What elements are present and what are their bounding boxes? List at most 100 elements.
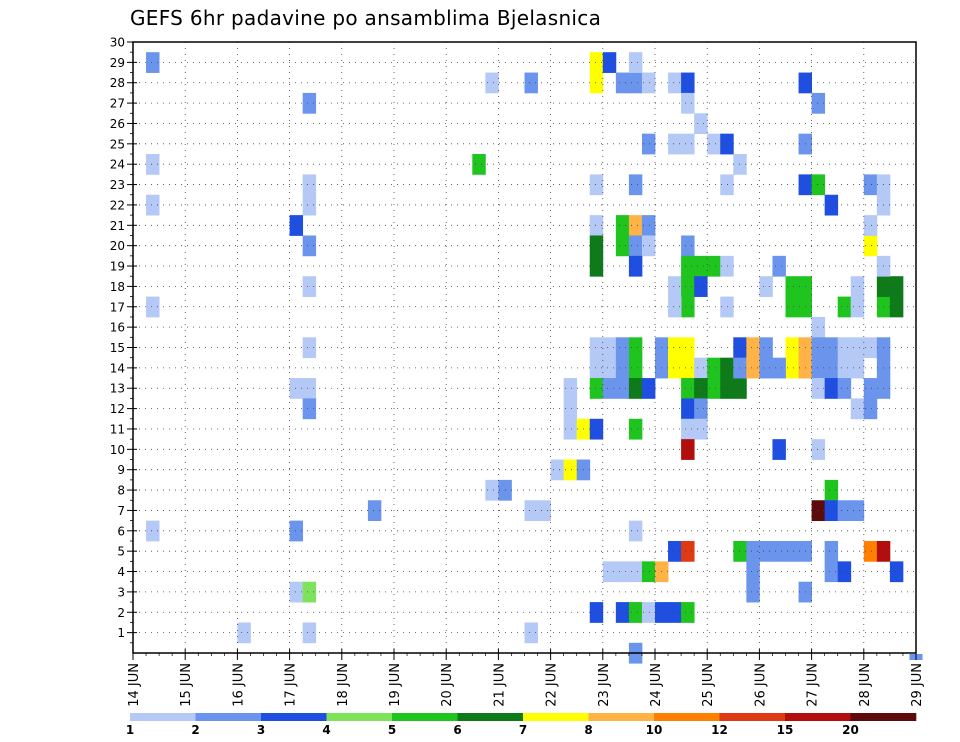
heatmap-cell [615, 357, 630, 379]
heatmap-cell [772, 357, 786, 379]
heatmap-cell [524, 622, 538, 644]
heatmap-cell [733, 357, 747, 379]
heatmap-cell [628, 520, 643, 542]
heatmap-cell [733, 378, 747, 399]
x-tick-label: 25 JUN [701, 663, 716, 707]
heatmap-cell [733, 540, 747, 562]
heatmap-cell [889, 276, 904, 297]
y-tick-label: 9 [117, 463, 125, 477]
colorbar-swatch [392, 713, 458, 721]
heatmap-cell [681, 418, 695, 440]
heatmap-cell [720, 133, 734, 155]
heatmap-cell [472, 154, 486, 175]
heatmap-cell [681, 235, 695, 257]
colorbar-swatch [261, 713, 327, 721]
x-tick-label: 21 JUN [492, 663, 507, 707]
heatmap-cell [759, 276, 773, 297]
heatmap-cell [563, 418, 578, 440]
heatmap-cell [668, 540, 682, 562]
cells-layer [146, 52, 923, 664]
heatmap-cell [837, 561, 852, 583]
colorbar-swatch [719, 713, 786, 721]
heatmap-cell [628, 378, 643, 399]
x-tick-label: 19 JUN [388, 663, 403, 707]
heatmap-cell [837, 378, 852, 399]
y-tick-label: 28 [110, 76, 125, 90]
colorbar-label: 12 [711, 723, 728, 737]
heatmap-cell [550, 459, 565, 481]
heatmap-cell [302, 378, 317, 399]
heatmap-cell [628, 52, 643, 73]
heatmap-cell [524, 72, 538, 94]
heatmap-cell [302, 581, 317, 603]
heatmap-cell [485, 479, 499, 501]
y-tick-label: 8 [117, 484, 125, 498]
heatmap-cell [681, 72, 695, 94]
heatmap-cell [668, 337, 682, 359]
heatmap-cell [824, 337, 839, 359]
heatmap-cell [589, 337, 604, 359]
y-tick-label: 27 [110, 97, 125, 111]
colorbar-swatch [195, 713, 262, 721]
colorbar-label: 5 [388, 723, 396, 737]
heatmap-cell [668, 602, 682, 623]
heatmap-cell [628, 255, 643, 277]
heatmap-cell [602, 52, 617, 73]
y-tick-label: 13 [110, 382, 125, 396]
heatmap-cell [641, 561, 656, 583]
y-tick-label: 22 [110, 198, 125, 212]
heatmap-cell [641, 133, 656, 155]
heatmap-cell [863, 337, 878, 359]
heatmap-cell [589, 255, 604, 277]
heatmap-cell [811, 378, 826, 399]
heatmap-cell [694, 276, 708, 297]
y-tick-label: 3 [117, 585, 125, 599]
heatmap-cell [237, 622, 251, 644]
heatmap-cell [602, 337, 617, 359]
colorbar-label: 8 [584, 723, 592, 737]
heatmap-cell [681, 133, 695, 155]
colorbar-label: 15 [777, 723, 794, 737]
heatmap-cell [668, 357, 682, 379]
colorbar-swatch [785, 713, 851, 721]
heatmap-cell [863, 378, 878, 399]
heatmap-cell [628, 235, 643, 257]
y-tick-label: 6 [117, 524, 125, 538]
heatmap-cell [785, 540, 799, 562]
heatmap-cell [615, 72, 630, 94]
heatmap-cell [681, 92, 695, 114]
heatmap-cell [850, 337, 865, 359]
y-tick-label: 24 [110, 158, 125, 172]
heatmap-cell [641, 72, 656, 94]
y-tick-label: 17 [110, 300, 125, 314]
heatmap-cell [289, 215, 304, 236]
heatmap-cell [628, 418, 643, 440]
heatmap-cell [628, 561, 643, 583]
heatmap-cell [589, 215, 604, 236]
heatmap-cell [707, 255, 721, 277]
axes-layer: 1234567891011121314151617181920212223242… [110, 36, 925, 707]
heatmap-cell [837, 357, 852, 379]
x-tick-label: 28 JUN [858, 663, 873, 707]
heatmap-cell [759, 540, 773, 562]
heatmap-cell [811, 500, 826, 522]
y-tick-label: 18 [110, 280, 125, 294]
heatmap-cell [824, 357, 839, 379]
heatmap-cell [707, 357, 721, 379]
y-tick-label: 1 [117, 626, 125, 640]
heatmap-cell [681, 337, 695, 359]
heatmap-cell [302, 398, 317, 420]
heatmap-cell [289, 378, 304, 399]
heatmap-cell [602, 561, 617, 583]
heatmap-cell [824, 479, 839, 501]
heatmap-cell [681, 357, 695, 379]
heatmap-cell [811, 174, 826, 196]
x-tick-label: 27 JUN [806, 663, 821, 707]
heatmap-cell [863, 398, 878, 420]
colorbar-label: 10 [646, 723, 663, 737]
heatmap-cell [850, 276, 865, 297]
heatmap-cell [589, 174, 604, 196]
chart-title: GEFS 6hr padavine po ansamblima Bjelasni… [130, 6, 602, 30]
heatmap-cell [837, 337, 852, 359]
heatmap-cell [589, 72, 604, 94]
